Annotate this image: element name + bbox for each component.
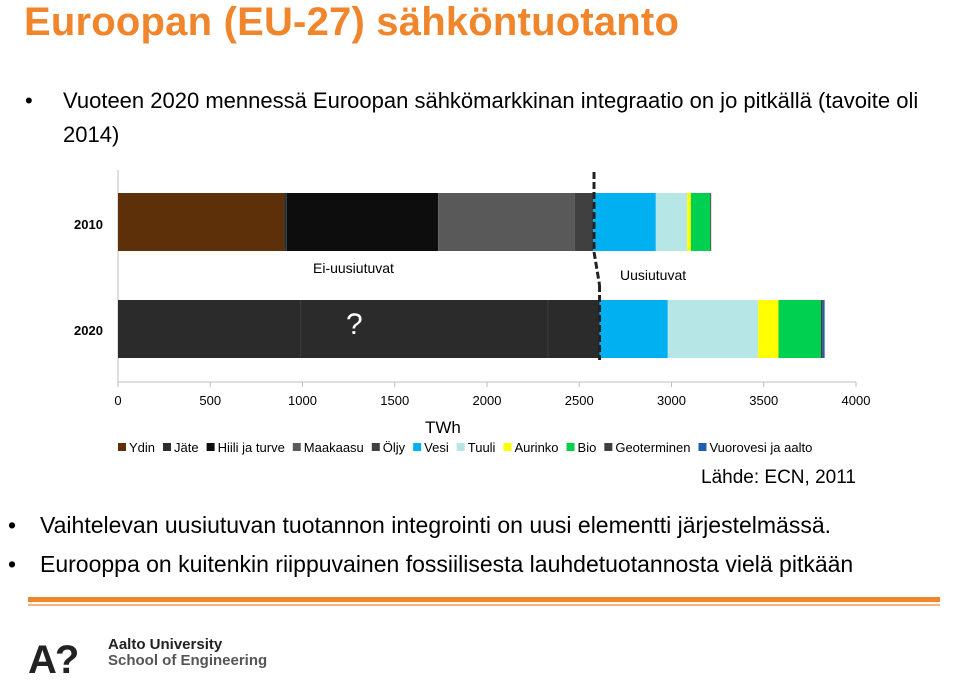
x-tick-label: 3500 — [749, 393, 778, 408]
stacked-bar-chart: 2010 2020 0 500 1000 1500 2000 2500 3000 3500 40… — [74, 170, 871, 455]
logo-school-name: School of Engineering — [108, 652, 268, 669]
x-tick-label: 2000 — [473, 393, 502, 408]
x-tick-label: 0 — [114, 393, 121, 408]
legend-swatch — [698, 443, 707, 451]
legend-swatch — [503, 443, 512, 451]
x-tick-label: 500 — [199, 393, 221, 408]
x-tick-label: 1500 — [380, 393, 409, 408]
footer-divider-light — [28, 604, 940, 606]
x-tick-label: 1000 — [288, 393, 317, 408]
category-label-2020: 2020 — [74, 323, 103, 338]
annotation-ei-uusiutuvat: Ei-uusiutuvat — [313, 260, 394, 276]
bar-2010-vesi — [593, 193, 656, 251]
bar-2020-vesi — [599, 300, 668, 358]
bar-2010-bio — [690, 193, 711, 251]
x-tick-label: 4000 — [842, 393, 871, 408]
bar-2010-maakaasu — [438, 193, 575, 251]
source-note: Lähde: ECN, 2011 — [701, 467, 856, 488]
bar-2010-hiili-ja-turve — [286, 193, 439, 251]
bullet-1-text: Vuoteen 2020 mennessä Euroopan sähkömark… — [63, 88, 919, 147]
legend-label: Tuuli — [468, 440, 496, 455]
legend-swatch — [413, 443, 422, 451]
bullet-dot: • — [8, 551, 17, 577]
bar-2020-geoterminen — [820, 300, 823, 358]
legend-label: Öljy — [383, 440, 406, 455]
bullet-3-text: Eurooppa on kuitenkin riippuvainen fossi… — [40, 551, 854, 577]
renewable-divider-line — [592, 251, 602, 286]
slide-title: Euroopan (EU-27) sähköntuotanto — [24, 0, 680, 44]
legend-swatch — [566, 443, 575, 451]
legend-label: Vuorovesi ja aalto — [709, 440, 812, 455]
bar-2010-aurinko — [687, 193, 691, 251]
aalto-logo-icon: A? — [28, 638, 79, 682]
bar-2010-tuuli — [655, 193, 688, 251]
legend-swatch — [604, 443, 613, 451]
legend-swatch — [118, 443, 126, 451]
bar-2010-geoterminen — [710, 193, 712, 251]
legend-label: Hiili ja turve — [218, 440, 285, 455]
logo-university-name: Aalto University — [108, 636, 223, 653]
legend-label: Ydin — [129, 440, 155, 455]
bar-2020-unknown — [118, 300, 600, 358]
legend-label: Maakaasu — [304, 440, 364, 455]
x-tick-label: 2500 — [565, 393, 594, 408]
bar-2020-bio — [778, 300, 821, 358]
x-axis-label: TWh — [425, 418, 461, 437]
legend-swatch — [206, 443, 215, 451]
footer-divider — [28, 597, 940, 602]
bar-2020-aurinko — [758, 300, 779, 358]
x-tick-label: 3000 — [657, 393, 686, 408]
bar-2020-tuuli — [667, 300, 759, 358]
bullet-dot: • — [25, 88, 33, 113]
bar-2010-jäte — [284, 193, 287, 251]
annotation-uusiutuvat: Uusiutuvat — [620, 267, 686, 283]
legend-label: Bio — [578, 440, 597, 455]
bullet-2-text: Vaihtelevan uusiutuvan tuotannon integro… — [40, 512, 832, 538]
unknown-question-mark: ? — [346, 308, 363, 341]
legend-label: Aurinko — [514, 440, 558, 455]
legend-swatch — [456, 443, 465, 451]
category-label-2010: 2010 — [74, 217, 103, 232]
legend-swatch — [163, 443, 172, 451]
bar-2010-ydin — [118, 193, 285, 251]
legend-swatch — [371, 443, 380, 451]
bar-2020-vuorovesi-ja-aalto — [822, 300, 825, 358]
legend-label: Geoterminen — [615, 440, 690, 455]
legend-label: Jäte — [174, 440, 199, 455]
legend-swatch — [292, 443, 301, 451]
bullet-dot: • — [8, 512, 17, 538]
bar-2010-öljy — [574, 193, 594, 251]
legend-label: Vesi — [424, 440, 449, 455]
